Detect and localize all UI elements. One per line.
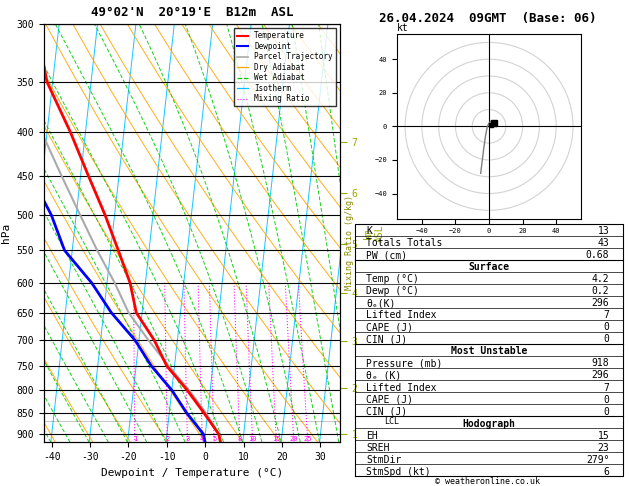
Text: 23: 23 xyxy=(598,443,610,452)
Text: SREH: SREH xyxy=(366,443,389,452)
Text: 296: 296 xyxy=(592,370,610,381)
Text: 918: 918 xyxy=(592,359,610,368)
Text: CAPE (J): CAPE (J) xyxy=(366,395,413,404)
Text: CIN (J): CIN (J) xyxy=(366,334,407,345)
Text: K: K xyxy=(366,226,372,236)
Text: Lifted Index: Lifted Index xyxy=(366,382,437,393)
Text: 3: 3 xyxy=(186,436,189,442)
Text: kt: kt xyxy=(397,23,408,33)
Y-axis label: hPa: hPa xyxy=(1,223,11,243)
Text: 15: 15 xyxy=(272,436,281,442)
Text: Most Unstable: Most Unstable xyxy=(451,347,527,356)
Text: LCL: LCL xyxy=(384,417,399,426)
Text: 4: 4 xyxy=(200,436,204,442)
Legend: Temperature, Dewpoint, Parcel Trajectory, Dry Adiabat, Wet Adiabat, Isotherm, Mi: Temperature, Dewpoint, Parcel Trajectory… xyxy=(233,28,336,106)
Text: θₑ(K): θₑ(K) xyxy=(366,298,396,308)
Text: 279°: 279° xyxy=(586,455,610,465)
Y-axis label: km
ASL: km ASL xyxy=(363,225,384,242)
X-axis label: Dewpoint / Temperature (°C): Dewpoint / Temperature (°C) xyxy=(101,468,283,478)
Text: 43: 43 xyxy=(598,238,610,248)
Text: PW (cm): PW (cm) xyxy=(366,250,407,260)
Text: 0: 0 xyxy=(603,395,610,404)
Text: Lifted Index: Lifted Index xyxy=(366,311,437,320)
Text: 8: 8 xyxy=(238,436,242,442)
Text: Hodograph: Hodograph xyxy=(462,418,516,429)
Text: StmDir: StmDir xyxy=(366,455,401,465)
Text: Pressure (mb): Pressure (mb) xyxy=(366,359,442,368)
Text: 26.04.2024  09GMT  (Base: 06): 26.04.2024 09GMT (Base: 06) xyxy=(379,12,596,25)
Text: 4.2: 4.2 xyxy=(592,274,610,284)
Text: 1: 1 xyxy=(133,436,137,442)
Text: 0: 0 xyxy=(603,334,610,345)
Text: 0.2: 0.2 xyxy=(592,286,610,296)
Title: 49°02'N  20°19'E  B12m  ASL: 49°02'N 20°19'E B12m ASL xyxy=(91,6,293,19)
Text: 0: 0 xyxy=(603,407,610,417)
Text: θₑ (K): θₑ (K) xyxy=(366,370,401,381)
Text: 5: 5 xyxy=(212,436,216,442)
Text: 7: 7 xyxy=(603,382,610,393)
Text: 296: 296 xyxy=(592,298,610,308)
Text: 2: 2 xyxy=(165,436,169,442)
Text: Totals Totals: Totals Totals xyxy=(366,238,442,248)
Text: Temp (°C): Temp (°C) xyxy=(366,274,419,284)
Text: Dewp (°C): Dewp (°C) xyxy=(366,286,419,296)
Text: EH: EH xyxy=(366,431,378,441)
Text: Surface: Surface xyxy=(469,262,509,272)
Text: CIN (J): CIN (J) xyxy=(366,407,407,417)
Text: 6: 6 xyxy=(603,467,610,477)
Text: 15: 15 xyxy=(598,431,610,441)
Text: 0.68: 0.68 xyxy=(586,250,610,260)
Text: 13: 13 xyxy=(598,226,610,236)
Text: StmSpd (kt): StmSpd (kt) xyxy=(366,467,431,477)
Text: 25: 25 xyxy=(304,436,312,442)
Text: 7: 7 xyxy=(603,311,610,320)
Text: 10: 10 xyxy=(248,436,257,442)
Text: 20: 20 xyxy=(290,436,298,442)
Text: 0: 0 xyxy=(603,322,610,332)
Text: © weatheronline.co.uk: © weatheronline.co.uk xyxy=(435,477,540,486)
Text: CAPE (J): CAPE (J) xyxy=(366,322,413,332)
Text: Mixing Ratio (g/kg): Mixing Ratio (g/kg) xyxy=(345,195,353,291)
